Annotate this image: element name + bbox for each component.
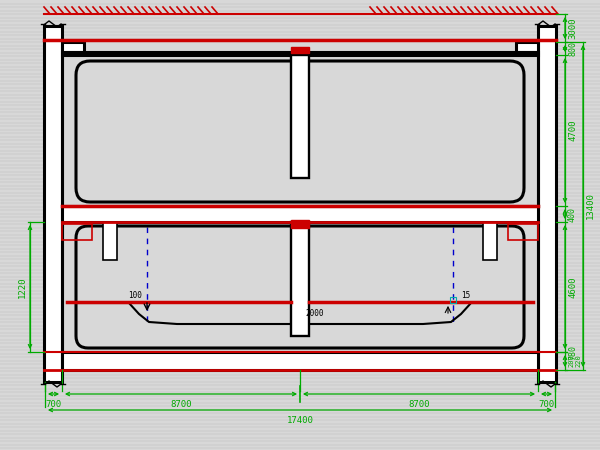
Text: 4700: 4700 <box>568 120 577 141</box>
Text: 700: 700 <box>538 400 554 409</box>
Polygon shape <box>103 222 117 260</box>
Polygon shape <box>291 55 309 178</box>
Polygon shape <box>291 220 309 228</box>
Text: 4600: 4600 <box>568 276 577 298</box>
Polygon shape <box>44 26 62 382</box>
Polygon shape <box>483 222 497 260</box>
Text: 700: 700 <box>46 400 62 409</box>
Polygon shape <box>291 47 309 53</box>
Text: 15: 15 <box>461 291 470 300</box>
Text: 200
220: 200 220 <box>568 355 581 367</box>
Text: 3000: 3000 <box>568 17 577 39</box>
Polygon shape <box>291 222 309 336</box>
Text: 1220: 1220 <box>18 276 27 298</box>
Polygon shape <box>62 206 538 222</box>
Text: 8700: 8700 <box>408 400 430 409</box>
Polygon shape <box>62 42 84 52</box>
Polygon shape <box>62 52 538 55</box>
Text: 8700: 8700 <box>170 400 192 409</box>
Text: 100: 100 <box>128 291 142 300</box>
Text: 17400: 17400 <box>287 416 313 425</box>
Text: 13400: 13400 <box>586 193 595 220</box>
FancyBboxPatch shape <box>62 42 538 370</box>
Polygon shape <box>516 42 538 52</box>
Text: 780: 780 <box>568 345 577 360</box>
Polygon shape <box>62 352 538 370</box>
Text: 400: 400 <box>568 207 577 221</box>
Text: 800: 800 <box>568 41 577 56</box>
Text: 2000: 2000 <box>305 309 323 318</box>
Polygon shape <box>538 26 556 382</box>
